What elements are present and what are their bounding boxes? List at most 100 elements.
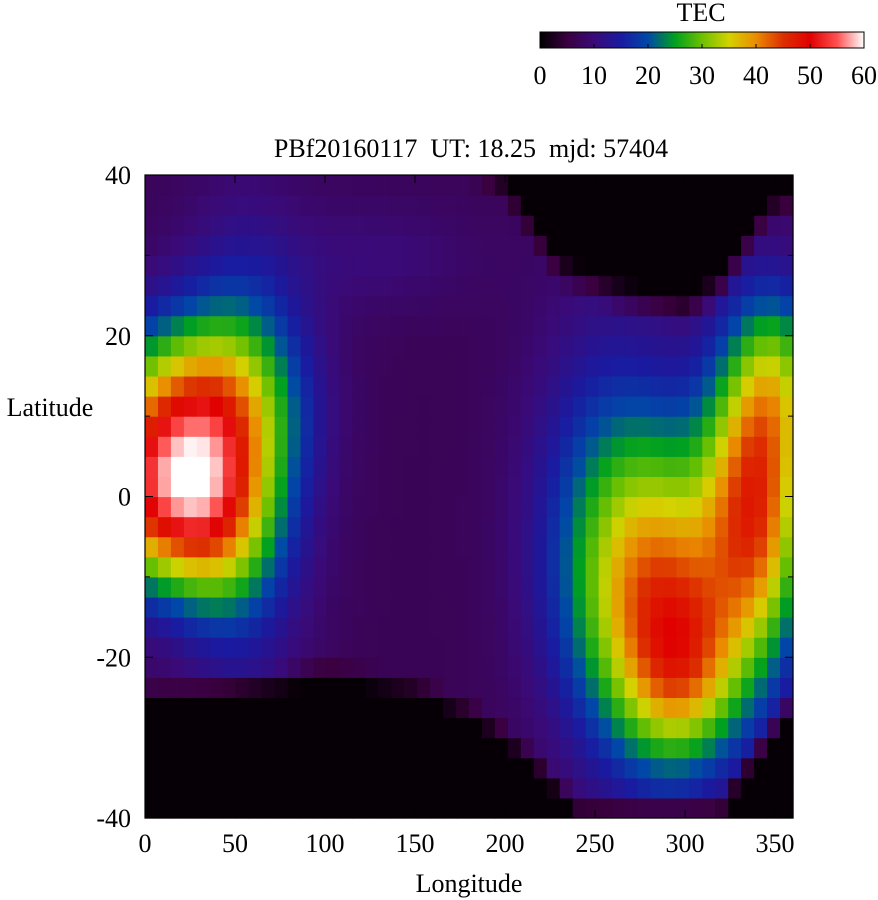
heatmap-cell	[365, 356, 379, 377]
heatmap-cell	[184, 215, 198, 236]
heatmap-cell	[236, 275, 250, 296]
heatmap-cell	[443, 537, 457, 558]
heatmap-cell	[482, 617, 496, 638]
heatmap-cell	[443, 275, 457, 296]
heatmap-cell	[275, 255, 289, 276]
heatmap-cell	[210, 517, 224, 538]
heatmap-cell	[313, 718, 327, 739]
heatmap-cell	[741, 738, 755, 759]
heatmap-cell	[223, 456, 237, 477]
heatmap-cell	[508, 336, 522, 357]
y-tick-label: -20	[96, 643, 131, 672]
heatmap-cell	[689, 436, 703, 457]
heatmap-cell	[249, 215, 263, 236]
heatmap-cell	[443, 557, 457, 578]
heatmap-cell	[573, 356, 587, 377]
heatmap-cell	[625, 316, 639, 337]
heatmap-cell	[301, 677, 315, 698]
heatmap-cell	[223, 677, 237, 698]
heatmap-cell	[171, 798, 185, 819]
heatmap-cell	[443, 617, 457, 638]
heatmap-cell	[637, 336, 651, 357]
heatmap-cell	[313, 537, 327, 558]
heatmap-cell	[391, 597, 405, 618]
heatmap-cell	[469, 517, 483, 538]
heatmap-cell	[728, 296, 742, 317]
heatmap-cell	[780, 195, 794, 216]
heatmap-cell	[586, 517, 600, 538]
heatmap-cell	[404, 577, 418, 598]
heatmap-cell	[417, 738, 431, 759]
heatmap-cell	[339, 195, 353, 216]
heatmap-cell	[158, 537, 172, 558]
heatmap-cell	[741, 316, 755, 337]
heatmap-cell	[313, 316, 327, 337]
heatmap-cell	[352, 215, 366, 236]
heatmap-cell	[482, 637, 496, 658]
heatmap-cell	[275, 537, 289, 558]
heatmap-cell	[560, 376, 574, 397]
heatmap-cell	[547, 758, 561, 779]
heatmap-cell	[599, 657, 613, 678]
heatmap-cell	[171, 456, 185, 477]
heatmap-cell	[301, 376, 315, 397]
heatmap-cell	[430, 497, 444, 518]
heatmap-cell	[728, 597, 742, 618]
heatmap-cell	[702, 778, 716, 799]
colorbar-tick-label: 0	[534, 61, 547, 90]
heatmap-cell	[482, 436, 496, 457]
heatmap-cell	[715, 677, 729, 698]
heatmap-cell	[715, 617, 729, 638]
heatmap-cell	[275, 677, 289, 698]
heatmap-cell	[210, 637, 224, 658]
heatmap-cell	[573, 296, 587, 317]
heatmap-cell	[586, 537, 600, 558]
x-tick-label: 250	[576, 829, 615, 858]
heatmap-cell	[521, 637, 535, 658]
heatmap-cell	[430, 677, 444, 698]
heatmap-cell	[236, 456, 250, 477]
heatmap-cell	[145, 677, 159, 698]
heatmap-cell	[689, 336, 703, 357]
heatmap-cell	[417, 577, 431, 598]
heatmap-cell	[612, 497, 626, 518]
heatmap-cell	[262, 175, 276, 196]
heatmap-cell	[378, 697, 392, 718]
heatmap-cell	[326, 416, 340, 437]
heatmap-cell	[676, 336, 690, 357]
heatmap-cell	[663, 738, 677, 759]
heatmap-cell	[663, 497, 677, 518]
heatmap-cell	[430, 637, 444, 658]
heatmap-cell	[197, 356, 211, 377]
heatmap-cell	[689, 577, 703, 598]
heatmap-cell	[573, 476, 587, 497]
heatmap-cell	[262, 657, 276, 678]
heatmap-cell	[728, 436, 742, 457]
heatmap-cell	[223, 798, 237, 819]
heatmap-cell	[741, 657, 755, 678]
heatmap-cell	[184, 517, 198, 538]
heatmap-cell	[650, 416, 664, 437]
heatmap-cell	[586, 235, 600, 256]
heatmap-cell	[365, 617, 379, 638]
heatmap-cell	[456, 436, 470, 457]
heatmap-cell	[663, 416, 677, 437]
heatmap-cell	[495, 296, 509, 317]
heatmap-cell	[482, 316, 496, 337]
heatmap-cell	[391, 436, 405, 457]
heatmap-cell	[456, 476, 470, 497]
heatmap-cell	[741, 296, 755, 317]
heatmap-cell	[404, 356, 418, 377]
heatmap-cell	[534, 476, 548, 497]
heatmap-cell	[689, 416, 703, 437]
heatmap-cell	[365, 175, 379, 196]
heatmap-cell	[780, 597, 794, 618]
heatmap-cell	[495, 316, 509, 337]
heatmap-cell	[339, 316, 353, 337]
heatmap-cell	[482, 476, 496, 497]
heatmap-cell	[158, 617, 172, 638]
heatmap-cell	[145, 497, 159, 518]
heatmap-cell	[650, 396, 664, 417]
heatmap-cell	[547, 738, 561, 759]
heatmap-cell	[534, 597, 548, 618]
